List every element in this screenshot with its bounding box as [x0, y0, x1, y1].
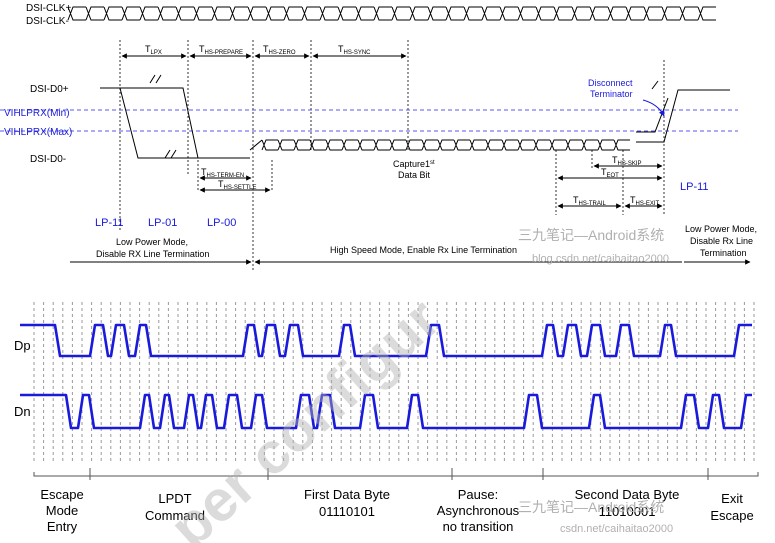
t-hs-exit-label: THS-EXIT — [630, 195, 660, 207]
segment-lpdt-2: Command — [145, 508, 205, 523]
dp-waveform — [20, 323, 752, 358]
clk-p-label: DSI-CLK+ — [26, 3, 71, 14]
t-hs-skip-label: THS-SKIP — [612, 155, 642, 167]
clock-waveform — [67, 6, 716, 21]
segment-brackets — [33, 468, 759, 480]
t-hs-sync-label: THS-SYNC — [338, 44, 371, 56]
disconnect-label-2: Terminator — [590, 89, 633, 99]
t-hs-settle-label: THS-SETTLE — [218, 179, 257, 191]
clock-lane: DSI-CLK+ DSI-CLK- — [26, 3, 716, 27]
segment-pause-3: no transition — [443, 519, 514, 534]
segment-escape-entry-2: Mode — [46, 503, 79, 518]
vih-min-label: VIHLPRX(Min) — [4, 108, 70, 119]
data-lane: DSI-D0+ DSI-D0- Disconnect Terminator Ca… — [30, 74, 730, 180]
segment-escape-entry-3: Entry — [47, 519, 78, 534]
segment-lpdt-1: LPDT — [158, 491, 191, 506]
state-lp11-end: LP-11 — [680, 181, 709, 193]
timing-guides — [119, 40, 665, 270]
segment-exit-2: Escape — [710, 508, 753, 523]
state-lp11-start: LP-11 — [95, 217, 124, 229]
t-hs-zero-label: THS-ZERO — [263, 44, 296, 56]
hs-mode-label: High Speed Mode, Enable Rx Line Terminat… — [330, 245, 517, 255]
dp-label: Dp — [14, 338, 31, 353]
state-lp01: LP-01 — [148, 217, 177, 229]
t-hs-trail-label: THS-TRAIL — [573, 195, 607, 207]
bit-grid — [33, 302, 755, 462]
t-hs-prepare-label: THS-PREPARE — [199, 44, 243, 56]
segment-escape-entry-1: Escape — [40, 487, 83, 502]
t-hs-term-en-label: THS-TERM-EN — [201, 167, 244, 179]
clk-n-label: DSI-CLK- — [26, 16, 69, 27]
lp-mode-end-label-2: Disable Rx Line — [690, 236, 753, 246]
segment-pause-2: Asynchronous — [437, 503, 520, 518]
segment-exit-1: Exit — [721, 491, 743, 506]
lp-mode-label-1: Low Power Mode, — [116, 237, 188, 247]
dn-label: Dn — [14, 404, 31, 419]
disconnect-label-1: Disconnect — [588, 78, 633, 88]
capture-label-2: Data Bit — [398, 170, 431, 180]
lp-mode-end-label-3: Termination — [700, 248, 747, 258]
dn-waveform — [20, 393, 752, 430]
capture-label-1: Capture1st — [393, 159, 435, 169]
lp-mode-label-2: Disable RX Line Termination — [96, 249, 209, 259]
timing-labels: TLPX THS-PREPARE THS-ZERO THS-SYNC THS-T… — [145, 44, 660, 207]
t-eot-label: TEOT — [601, 167, 619, 179]
d0-n-label: DSI-D0- — [30, 154, 66, 165]
wechat-watermark-2: 三九笔记—Android系统 — [518, 499, 664, 515]
mode-labels: Low Power Mode, Disable RX Line Terminat… — [70, 224, 757, 265]
thresholds: VIHLPRX(Min) VIHLPRX(Max) — [0, 108, 738, 138]
url-watermark-1: blog.csdn.net/caihaitao2000 — [532, 253, 669, 265]
segment-second-byte-2: 11010001 — [599, 504, 656, 519]
segment-second-byte-1: Second Data Byte — [575, 487, 680, 502]
state-lp00: LP-00 — [207, 217, 236, 229]
lp-mode-end-label-1: Low Power Mode, — [685, 224, 757, 234]
url-watermark-2: csdn.net/caihaitao2000 — [560, 523, 673, 535]
segment-first-byte-1: First Data Byte — [304, 487, 390, 502]
t-lpx-label: TLPX — [145, 44, 162, 56]
dn-lane: Dn — [14, 393, 752, 430]
hs-data-waveform — [249, 139, 630, 151]
wechat-watermark-1: 三九笔记—Android系统 — [518, 227, 664, 243]
segment-pause-1: Pause: — [458, 487, 498, 502]
vih-max-label: VIHLPRX(Max) — [4, 127, 72, 138]
dp-lane: Dp — [14, 323, 752, 358]
segment-labels: Escape Mode Entry LPDT Command First Dat… — [40, 487, 753, 534]
segment-first-byte-2: 01110101 — [319, 504, 375, 519]
d0-p-label: DSI-D0+ — [30, 84, 69, 95]
timing-arrows — [121, 53, 663, 209]
lp-states: LP-11 LP-01 LP-00 LP-11 — [95, 181, 709, 229]
